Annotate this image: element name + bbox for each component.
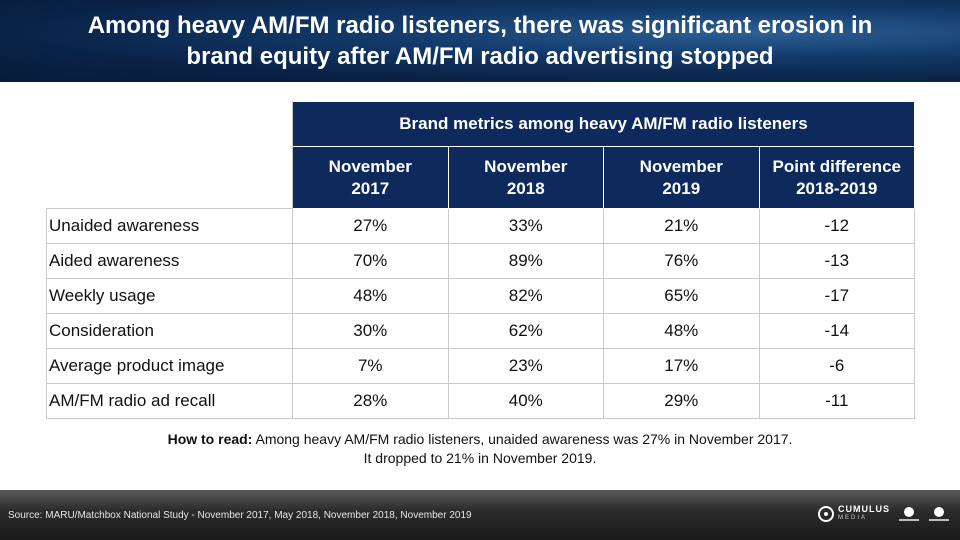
table-cell: 23% — [447, 348, 604, 384]
table-cell: 30% — [292, 313, 449, 349]
table-row: Average product image 7% 23% 17% -6 — [46, 348, 915, 384]
note-line-1: How to read: Among heavy AM/FM radio lis… — [0, 430, 960, 449]
table-cell: -6 — [758, 348, 915, 384]
table-cell: 29% — [603, 383, 760, 419]
table-cell: 82% — [447, 278, 604, 314]
row-label: Consideration — [46, 313, 293, 349]
table-corner-blank — [46, 101, 293, 209]
column-header-line: 2018-2019 — [796, 178, 878, 198]
table-cell: -11 — [758, 383, 915, 419]
footer-bar: Source: MARU/Matchbox National Study - N… — [0, 490, 960, 540]
column-header-line: November — [328, 156, 412, 176]
table-row: AM/FM radio ad recall 28% 40% 29% -11 — [46, 383, 915, 419]
how-to-read-note: How to read: Among heavy AM/FM radio lis… — [0, 430, 960, 468]
table-cell: 27% — [292, 208, 449, 244]
column-header-line: November — [484, 156, 568, 176]
row-label: Average product image — [46, 348, 293, 384]
table-cell: -13 — [758, 243, 915, 279]
table-cell: 48% — [603, 313, 760, 349]
table-cell: 17% — [603, 348, 760, 384]
table-cell: 89% — [447, 243, 604, 279]
table-cell: 7% — [292, 348, 449, 384]
table-cell: 48% — [292, 278, 449, 314]
cumulus-logo-text: CUMULUS — [838, 504, 890, 514]
table-cell: 40% — [447, 383, 604, 419]
column-header-nov-2018: November 2018 — [447, 146, 604, 209]
cumulus-logo-subtext: MEDIA — [838, 515, 868, 521]
title-line-1: Among heavy AM/FM radio listeners, there… — [87, 12, 873, 39]
table-row: Consideration 30% 62% 48% -14 — [46, 313, 915, 349]
cumulus-media-logo: CUMULUS MEDIA — [818, 505, 890, 523]
table-cell: 76% — [603, 243, 760, 279]
title-line-2: brand equity after AM/FM radio advertisi… — [186, 43, 774, 70]
note-lead: How to read: — [167, 431, 253, 447]
table-cell: 33% — [447, 208, 604, 244]
table-cell: 21% — [603, 208, 760, 244]
column-header-line: 2017 — [351, 178, 390, 198]
footer-logos: CUMULUS MEDIA — [818, 504, 950, 524]
row-label: Weekly usage — [46, 278, 293, 314]
table-cell: 62% — [447, 313, 604, 349]
cumulus-radio-logo-icon — [898, 504, 920, 524]
table-cell: -12 — [758, 208, 915, 244]
column-header-line: 2018 — [506, 178, 545, 198]
cumulus-logo-icon — [818, 506, 834, 522]
row-label: Unaided awareness — [46, 208, 293, 244]
table-cell: -14 — [758, 313, 915, 349]
column-header-point-difference: Point difference 2018-2019 — [758, 146, 915, 209]
table-cell: 28% — [292, 383, 449, 419]
column-header-line: 2019 — [662, 178, 701, 198]
column-header-nov-2017: November 2017 — [292, 146, 449, 209]
table-group-header: Brand metrics among heavy AM/FM radio li… — [292, 101, 915, 147]
table-cell: 70% — [292, 243, 449, 279]
source-citation: Source: MARU/Matchbox National Study - N… — [8, 510, 472, 521]
note-line-2: It dropped to 21% in November 2019. — [363, 450, 597, 466]
brand-metrics-table: Brand metrics among heavy AM/FM radio li… — [46, 101, 915, 419]
table-row: Aided awareness 70% 89% 76% -13 — [46, 243, 915, 279]
title-banner: Among heavy AM/FM radio listeners, there… — [0, 0, 960, 82]
column-header-nov-2019: November 2019 — [603, 146, 760, 209]
column-header-line: November — [639, 156, 723, 176]
table-cell: -17 — [758, 278, 915, 314]
row-label: AM/FM radio ad recall — [46, 383, 293, 419]
table-row: Unaided awareness 27% 33% 21% -12 — [46, 208, 915, 244]
westwood-one-logo-icon — [928, 504, 950, 524]
row-label: Aided awareness — [46, 243, 293, 279]
column-header-line: Point difference — [772, 156, 901, 176]
note-text-1: Among heavy AM/FM radio listeners, unaid… — [252, 431, 793, 447]
table-row: Weekly usage 48% 82% 65% -17 — [46, 278, 915, 314]
table-cell: 65% — [603, 278, 760, 314]
